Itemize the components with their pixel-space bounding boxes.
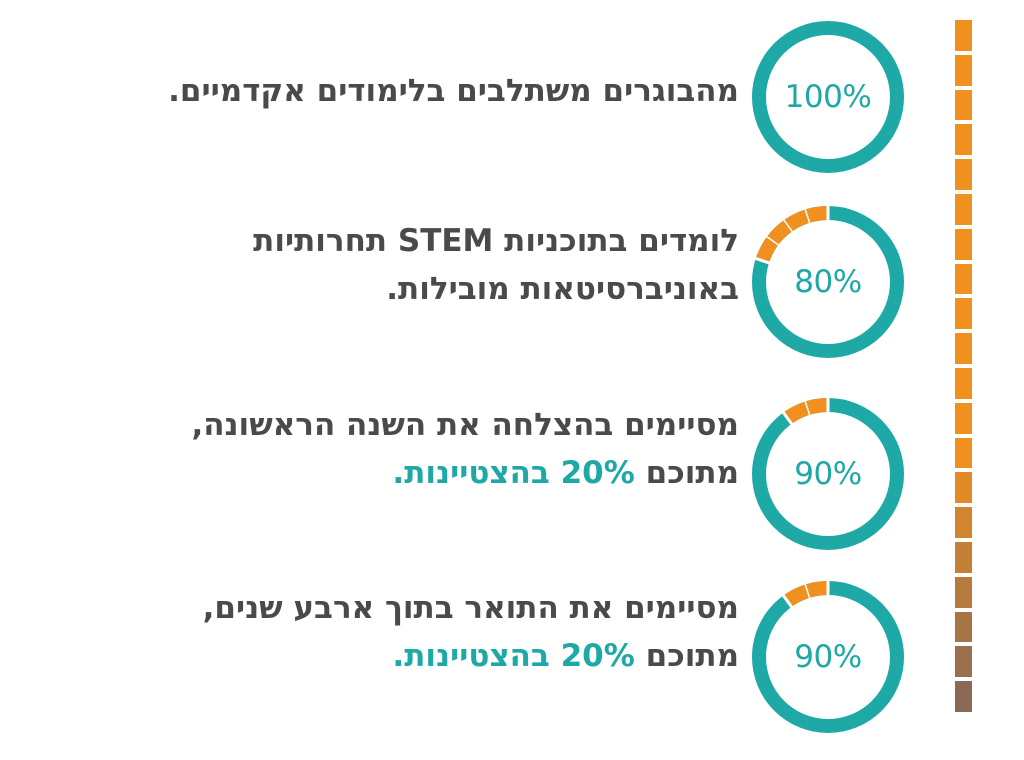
donut-chart: 80% [748, 202, 908, 362]
donut-segment-separator [802, 583, 811, 600]
stat-description-line: מתוכם 20% בהצטיינות. [392, 450, 739, 496]
donut-percent-label: 80% [794, 264, 862, 300]
bar-segment [955, 402, 972, 434]
stat-highlight-text: 20% בהצטיינות. [392, 638, 635, 674]
bar-segment [955, 472, 972, 504]
stat-description-line: מסיימים את התואר בתוך ארבע שנים, [203, 585, 739, 631]
bar-segment [955, 368, 972, 399]
stat-text: לומדים בתוכניות STEM תחרותיות [253, 223, 739, 259]
donut-percent-label: 90% [794, 456, 862, 492]
bar-segment [955, 194, 972, 225]
bar-segment [955, 542, 972, 573]
bar-segment [955, 89, 972, 121]
bar-segment [955, 159, 972, 190]
bar-segment [955, 437, 972, 469]
donut-chart: 90% [748, 577, 908, 737]
donut-percent-label: 90% [794, 639, 862, 675]
stat-text: באוניברסיטאות מובילות. [386, 271, 739, 307]
bar-segment [955, 333, 972, 364]
stat-highlight-text: 20% בהצטיינות. [392, 455, 635, 491]
stat-description-line: באוניברסיטאות מובילות. [386, 266, 739, 312]
bar-segment [955, 54, 972, 86]
bar-segment [955, 124, 972, 156]
stat-description-line: מהבוגרים משתלבים בלימודים אקדמיים. [168, 68, 739, 114]
stat-text: מתוכם [634, 638, 739, 674]
decorative-progress-bar [955, 20, 972, 716]
donut-segment-separator [781, 410, 794, 426]
bar-segment [955, 646, 972, 678]
stat-text: מהבוגרים משתלבים בלימודים אקדמיים. [168, 73, 739, 109]
donut-value-arc [752, 21, 904, 173]
donut-segment-separator [754, 256, 771, 265]
donut-percent-label: 100% [784, 79, 872, 115]
donut-segment-separator [802, 208, 811, 225]
bar-segment [955, 611, 972, 643]
stat-description-line: מסיימים בהצלחה את השנה הראשונה, [191, 402, 739, 448]
bar-segment [955, 20, 972, 51]
donut-segment-separator [802, 400, 811, 417]
stat-text: מסיימים את התואר בתוך ארבע שנים, [202, 590, 739, 626]
bar-segment [955, 507, 972, 538]
bar-segment [955, 228, 972, 260]
stat-text: מסיימים בהצלחה את השנה הראשונה, [191, 407, 739, 443]
donut-chart: 90% [748, 394, 908, 554]
stat-text: מתוכם [634, 455, 739, 491]
donut-chart: 100% [748, 17, 908, 177]
bar-segment [955, 263, 972, 295]
bar-segment [955, 681, 972, 712]
stat-description-line: לומדים בתוכניות STEM תחרותיות [253, 218, 739, 264]
bar-segment [955, 576, 972, 608]
stat-description-line: מתוכם 20% בהצטיינות. [392, 633, 739, 679]
donut-segment-separator [781, 593, 794, 609]
bar-segment [955, 298, 972, 330]
donut-segment-separator [764, 235, 780, 248]
